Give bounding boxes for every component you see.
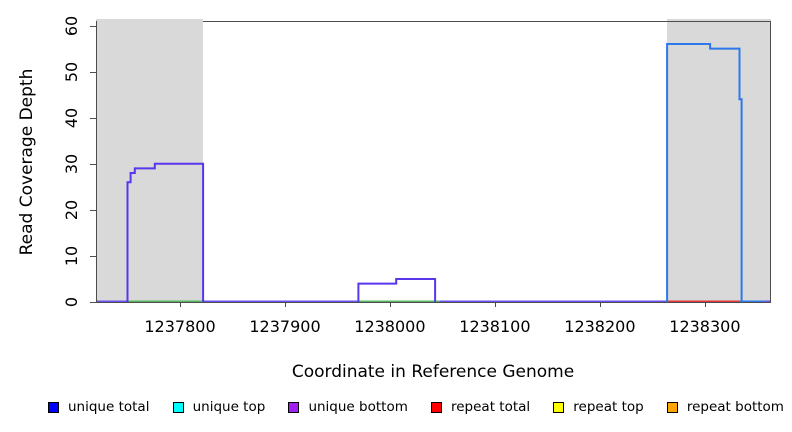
x-tick-label: 1237900	[249, 317, 321, 336]
legend-label: repeat top	[573, 399, 644, 415]
plot-area	[96, 19, 771, 302]
y-tick-label: 30	[62, 153, 81, 174]
plot-frame-top-line	[203, 21, 771, 22]
repeat-region-left	[96, 19, 204, 302]
y-tick-label: 40	[62, 107, 81, 128]
legend-item-repeat-total: repeat total	[430, 399, 531, 415]
y-tick-mark	[90, 255, 96, 257]
legend-swatch-repeat-total	[430, 401, 442, 413]
x-tick-mark	[704, 302, 706, 307]
legend-swatch-repeat-top	[553, 401, 565, 413]
y-tick-label: 50	[62, 61, 81, 82]
y-tick-mark	[90, 163, 96, 165]
y-tick-label: 0	[62, 296, 81, 308]
x-tick-mark	[599, 302, 601, 307]
x-tick-mark	[285, 302, 286, 307]
y-tick-mark	[90, 71, 96, 73]
x-tick-label: 1238200	[564, 317, 636, 336]
legend-item-unique-total: unique total	[48, 399, 149, 415]
unique-total-right-block	[666, 43, 743, 302]
x-axis-title: Coordinate in Reference Genome	[291, 362, 575, 382]
y-tick-mark	[90, 302, 96, 303]
legend-item-repeat-top: repeat top	[553, 399, 644, 415]
y-tick-mark	[90, 117, 96, 119]
y-axis-title: Read Coverage Depth	[17, 68, 37, 256]
legend-label: unique top	[192, 399, 266, 415]
x-tick-label: 1237800	[144, 317, 216, 336]
legend-label: unique bottom	[308, 399, 408, 415]
x-tick-label: 1238300	[669, 317, 741, 336]
y-tick-mark	[90, 209, 96, 211]
unique-bottom-middle-block	[357, 278, 437, 302]
x-tick-label: 1238100	[459, 317, 531, 336]
legend-label: repeat total	[450, 399, 531, 415]
repeat-region-right	[667, 19, 771, 302]
legend: unique total unique top unique bottom repea…	[48, 397, 784, 417]
unique-bottom-left-block	[126, 162, 205, 302]
coverage-series-canvas	[96, 43, 771, 302]
y-tick-mark	[90, 25, 96, 27]
x-tick-label: 1238000	[354, 317, 426, 336]
legend-swatch-unique-top	[172, 401, 184, 413]
plot-frame-right-line	[770, 21, 771, 303]
legend-item-repeat-bottom: repeat bottom	[666, 399, 784, 415]
y-tick-label: 20	[62, 199, 81, 221]
legend-swatch-unique-total	[48, 401, 59, 413]
y-tick-label: 60	[62, 15, 81, 36]
y-tick-label: 10	[62, 245, 81, 267]
x-tick-mark	[180, 302, 181, 307]
legend-swatch-unique-bottom	[288, 401, 300, 413]
legend-label: repeat bottom	[686, 399, 784, 415]
legend-swatch-repeat-bottom	[666, 401, 678, 413]
x-tick-mark	[494, 302, 496, 307]
legend-item-unique-top: unique top	[172, 399, 266, 415]
x-axis-line	[96, 302, 771, 303]
legend-item-unique-bottom: unique bottom	[288, 399, 408, 415]
x-tick-mark	[389, 302, 391, 307]
legend-label: unique total	[68, 399, 150, 415]
y-axis-line	[96, 21, 97, 303]
